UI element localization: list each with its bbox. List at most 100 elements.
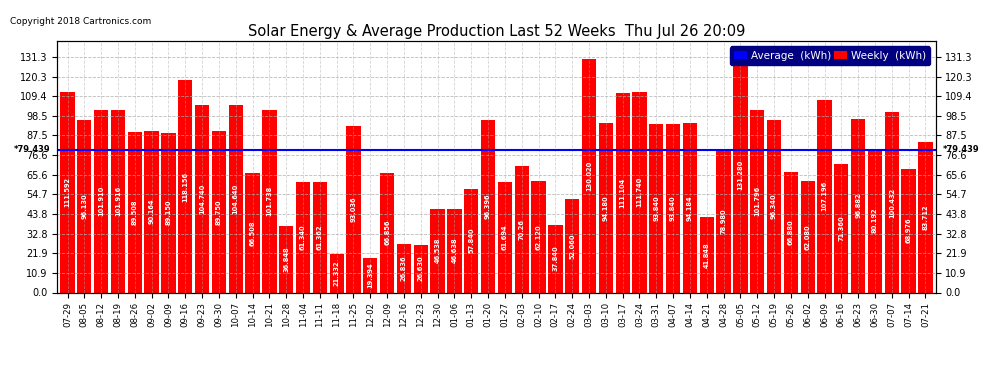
Bar xyxy=(330,254,344,292)
Text: 89.150: 89.150 xyxy=(165,200,171,225)
Bar xyxy=(599,123,613,292)
Bar xyxy=(431,209,445,292)
Text: 93.036: 93.036 xyxy=(350,196,356,222)
Text: 111.592: 111.592 xyxy=(64,177,70,207)
Bar xyxy=(279,226,293,292)
Text: 62.080: 62.080 xyxy=(805,224,811,250)
Bar xyxy=(296,182,310,292)
Bar xyxy=(683,123,697,292)
Bar xyxy=(902,169,916,292)
Text: *79.439: *79.439 xyxy=(14,146,50,154)
Text: 96.882: 96.882 xyxy=(855,193,861,218)
Text: 101.738: 101.738 xyxy=(266,186,272,216)
Text: Copyright 2018 Cartronics.com: Copyright 2018 Cartronics.com xyxy=(10,17,151,26)
Text: 101.910: 101.910 xyxy=(98,186,104,216)
Text: 68.976: 68.976 xyxy=(906,218,912,243)
Text: 93.840: 93.840 xyxy=(653,195,659,221)
Text: 46.538: 46.538 xyxy=(435,238,441,264)
Text: 101.916: 101.916 xyxy=(115,186,121,216)
Text: 57.840: 57.840 xyxy=(468,228,474,254)
Text: 96.130: 96.130 xyxy=(81,194,87,219)
Bar xyxy=(885,112,899,292)
Bar xyxy=(77,120,91,292)
Bar xyxy=(515,166,529,292)
Bar xyxy=(246,173,259,292)
Text: 26.630: 26.630 xyxy=(418,256,424,281)
Text: 46.638: 46.638 xyxy=(451,238,457,264)
Bar xyxy=(734,57,747,292)
Text: 131.280: 131.280 xyxy=(738,160,743,190)
Text: 100.432: 100.432 xyxy=(889,187,895,218)
Bar xyxy=(767,120,781,292)
Bar xyxy=(565,199,579,292)
Bar xyxy=(178,81,192,292)
Text: 70.26: 70.26 xyxy=(519,219,525,240)
Bar xyxy=(94,110,108,292)
Text: 93.840: 93.840 xyxy=(670,195,676,221)
Text: 104.640: 104.640 xyxy=(233,183,239,214)
Bar xyxy=(128,132,142,292)
Text: 52.060: 52.060 xyxy=(569,233,575,258)
Bar xyxy=(464,189,478,292)
Bar xyxy=(414,245,428,292)
Bar xyxy=(262,110,276,292)
Bar xyxy=(195,105,209,292)
Text: 130.020: 130.020 xyxy=(586,161,592,191)
Bar xyxy=(666,124,680,292)
Text: 61.694: 61.694 xyxy=(502,224,508,250)
Bar xyxy=(616,93,630,292)
Text: 90.164: 90.164 xyxy=(148,199,154,224)
Bar xyxy=(498,182,512,292)
Bar xyxy=(313,182,327,292)
Bar xyxy=(532,181,545,292)
Text: 80.192: 80.192 xyxy=(872,208,878,233)
Text: 104.740: 104.740 xyxy=(199,183,205,214)
Bar xyxy=(212,131,226,292)
Text: 62.120: 62.120 xyxy=(536,224,542,250)
Bar xyxy=(111,110,125,292)
Title: Solar Energy & Average Production Last 52 Weeks  Thu Jul 26 20:09: Solar Energy & Average Production Last 5… xyxy=(248,24,745,39)
Text: 96.340: 96.340 xyxy=(771,193,777,219)
Text: 111.104: 111.104 xyxy=(620,178,626,208)
Text: 71.360: 71.360 xyxy=(839,216,844,241)
Text: *79.439: *79.439 xyxy=(942,146,979,154)
Bar xyxy=(397,244,411,292)
Bar xyxy=(868,148,882,292)
Bar xyxy=(60,92,74,292)
Bar xyxy=(633,92,646,292)
Text: 101.796: 101.796 xyxy=(754,186,760,216)
Text: 37.840: 37.840 xyxy=(552,246,558,272)
Text: 111.740: 111.740 xyxy=(637,177,643,207)
Bar xyxy=(481,120,495,292)
Bar xyxy=(229,105,243,292)
Bar xyxy=(851,118,865,292)
Text: 94.184: 94.184 xyxy=(687,195,693,221)
Text: 78.980: 78.980 xyxy=(721,209,727,234)
Text: 89.750: 89.750 xyxy=(216,199,222,225)
Text: 41.848: 41.848 xyxy=(704,242,710,268)
Bar xyxy=(380,172,394,292)
Text: 66.856: 66.856 xyxy=(384,220,390,245)
Bar xyxy=(919,142,933,292)
Bar xyxy=(363,258,377,292)
Text: 21.332: 21.332 xyxy=(334,261,340,286)
Text: 118.156: 118.156 xyxy=(182,171,188,201)
Text: 36.848: 36.848 xyxy=(283,247,289,272)
Bar xyxy=(582,59,596,292)
Bar xyxy=(750,110,764,292)
Text: 107.196: 107.196 xyxy=(822,181,828,212)
Bar xyxy=(161,132,175,292)
Text: 19.394: 19.394 xyxy=(367,262,373,288)
Text: 66.508: 66.508 xyxy=(249,220,255,246)
Bar xyxy=(447,209,461,292)
Bar xyxy=(548,225,562,292)
Bar xyxy=(700,217,714,292)
Bar xyxy=(649,124,663,292)
Text: 96.396: 96.396 xyxy=(485,193,491,219)
Text: 94.180: 94.180 xyxy=(603,195,609,221)
Text: 83.712: 83.712 xyxy=(923,205,929,230)
Text: 89.508: 89.508 xyxy=(132,200,138,225)
Legend: Average  (kWh), Weekly  (kWh): Average (kWh), Weekly (kWh) xyxy=(731,46,931,65)
Bar xyxy=(784,172,798,292)
Bar xyxy=(835,164,848,292)
